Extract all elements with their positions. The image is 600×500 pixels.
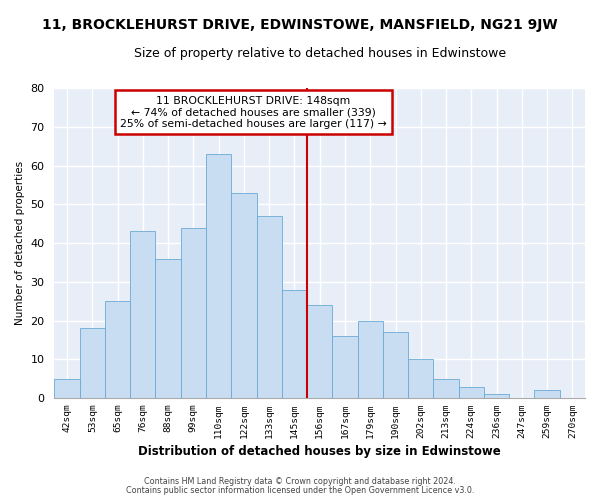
- Title: Size of property relative to detached houses in Edwinstowe: Size of property relative to detached ho…: [134, 48, 506, 60]
- Bar: [358, 320, 383, 398]
- Bar: [55, 379, 80, 398]
- Text: 11 BROCKLEHURST DRIVE: 148sqm
← 74% of detached houses are smaller (339)
25% of : 11 BROCKLEHURST DRIVE: 148sqm ← 74% of d…: [120, 96, 387, 129]
- Bar: [257, 216, 282, 398]
- Bar: [105, 302, 130, 398]
- Bar: [181, 228, 206, 398]
- Bar: [206, 154, 231, 398]
- Bar: [433, 379, 458, 398]
- Bar: [332, 336, 358, 398]
- Bar: [80, 328, 105, 398]
- Bar: [231, 192, 257, 398]
- Bar: [535, 390, 560, 398]
- Bar: [307, 305, 332, 398]
- Bar: [155, 258, 181, 398]
- X-axis label: Distribution of detached houses by size in Edwinstowe: Distribution of detached houses by size …: [139, 444, 501, 458]
- Bar: [458, 386, 484, 398]
- Bar: [282, 290, 307, 398]
- Y-axis label: Number of detached properties: Number of detached properties: [15, 161, 25, 325]
- Bar: [383, 332, 408, 398]
- Text: Contains public sector information licensed under the Open Government Licence v3: Contains public sector information licen…: [126, 486, 474, 495]
- Bar: [484, 394, 509, 398]
- Text: 11, BROCKLEHURST DRIVE, EDWINSTOWE, MANSFIELD, NG21 9JW: 11, BROCKLEHURST DRIVE, EDWINSTOWE, MANS…: [42, 18, 558, 32]
- Text: Contains HM Land Registry data © Crown copyright and database right 2024.: Contains HM Land Registry data © Crown c…: [144, 477, 456, 486]
- Bar: [408, 360, 433, 398]
- Bar: [130, 232, 155, 398]
